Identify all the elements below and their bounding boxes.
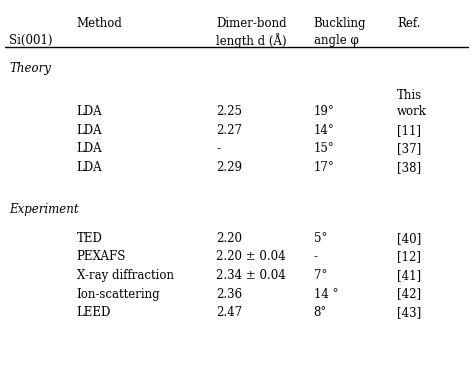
Text: Buckling: Buckling bbox=[314, 17, 366, 30]
Text: Si(001): Si(001) bbox=[9, 33, 53, 47]
Text: [38]: [38] bbox=[397, 161, 421, 174]
Text: [41]: [41] bbox=[397, 269, 421, 282]
Text: [42]: [42] bbox=[397, 288, 421, 301]
Text: LDA: LDA bbox=[77, 161, 102, 174]
Text: 2.36: 2.36 bbox=[216, 288, 242, 301]
Text: LDA: LDA bbox=[77, 142, 102, 155]
Text: 2.20: 2.20 bbox=[216, 232, 242, 245]
Text: Method: Method bbox=[77, 17, 123, 30]
Text: 2.47: 2.47 bbox=[216, 306, 242, 319]
Text: Ref.: Ref. bbox=[397, 17, 421, 30]
Text: 7°: 7° bbox=[314, 269, 327, 282]
Text: 2.25: 2.25 bbox=[216, 105, 242, 118]
Text: PEXAFS: PEXAFS bbox=[77, 250, 126, 263]
Text: 2.29: 2.29 bbox=[216, 161, 242, 174]
Text: Ion-scattering: Ion-scattering bbox=[77, 288, 160, 301]
Text: [12]: [12] bbox=[397, 250, 421, 263]
Text: X-ray diffraction: X-ray diffraction bbox=[77, 269, 174, 282]
Text: length d (Å): length d (Å) bbox=[216, 33, 287, 49]
Text: Theory: Theory bbox=[9, 62, 51, 74]
Text: 14°: 14° bbox=[314, 124, 334, 137]
Text: 5°: 5° bbox=[314, 232, 327, 245]
Text: LEED: LEED bbox=[77, 306, 111, 319]
Text: 2.27: 2.27 bbox=[216, 124, 242, 137]
Text: 15°: 15° bbox=[314, 142, 334, 155]
Text: Experiment: Experiment bbox=[9, 203, 79, 216]
Text: 2.20 ± 0.04: 2.20 ± 0.04 bbox=[216, 250, 286, 263]
Text: angle φ: angle φ bbox=[314, 33, 358, 47]
Text: LDA: LDA bbox=[77, 105, 102, 118]
Text: This: This bbox=[397, 89, 422, 103]
Text: LDA: LDA bbox=[77, 124, 102, 137]
Text: 8°: 8° bbox=[314, 306, 327, 319]
Text: -: - bbox=[314, 250, 318, 263]
Text: 17°: 17° bbox=[314, 161, 334, 174]
Text: 2.34 ± 0.04: 2.34 ± 0.04 bbox=[216, 269, 286, 282]
Text: [43]: [43] bbox=[397, 306, 421, 319]
Text: [11]: [11] bbox=[397, 124, 421, 137]
Text: TED: TED bbox=[77, 232, 102, 245]
Text: [40]: [40] bbox=[397, 232, 421, 245]
Text: 14 °: 14 ° bbox=[314, 288, 338, 301]
Text: Dimer-bond: Dimer-bond bbox=[216, 17, 287, 30]
Text: -: - bbox=[216, 142, 220, 155]
Text: 19°: 19° bbox=[314, 105, 334, 118]
Text: [37]: [37] bbox=[397, 142, 421, 155]
Text: work: work bbox=[397, 105, 427, 118]
